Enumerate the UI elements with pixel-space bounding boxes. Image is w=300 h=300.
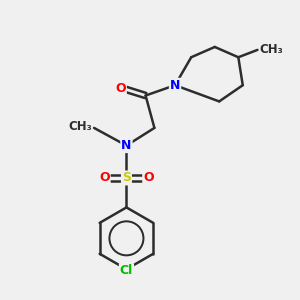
Text: CH₃: CH₃ <box>259 44 283 56</box>
Text: Cl: Cl <box>120 264 133 277</box>
Text: O: O <box>143 172 154 184</box>
Text: N: N <box>170 79 180 92</box>
Text: N: N <box>121 139 132 152</box>
Text: O: O <box>99 172 110 184</box>
Text: O: O <box>115 82 126 95</box>
Text: S: S <box>122 172 131 184</box>
Text: CH₃: CH₃ <box>68 120 92 133</box>
